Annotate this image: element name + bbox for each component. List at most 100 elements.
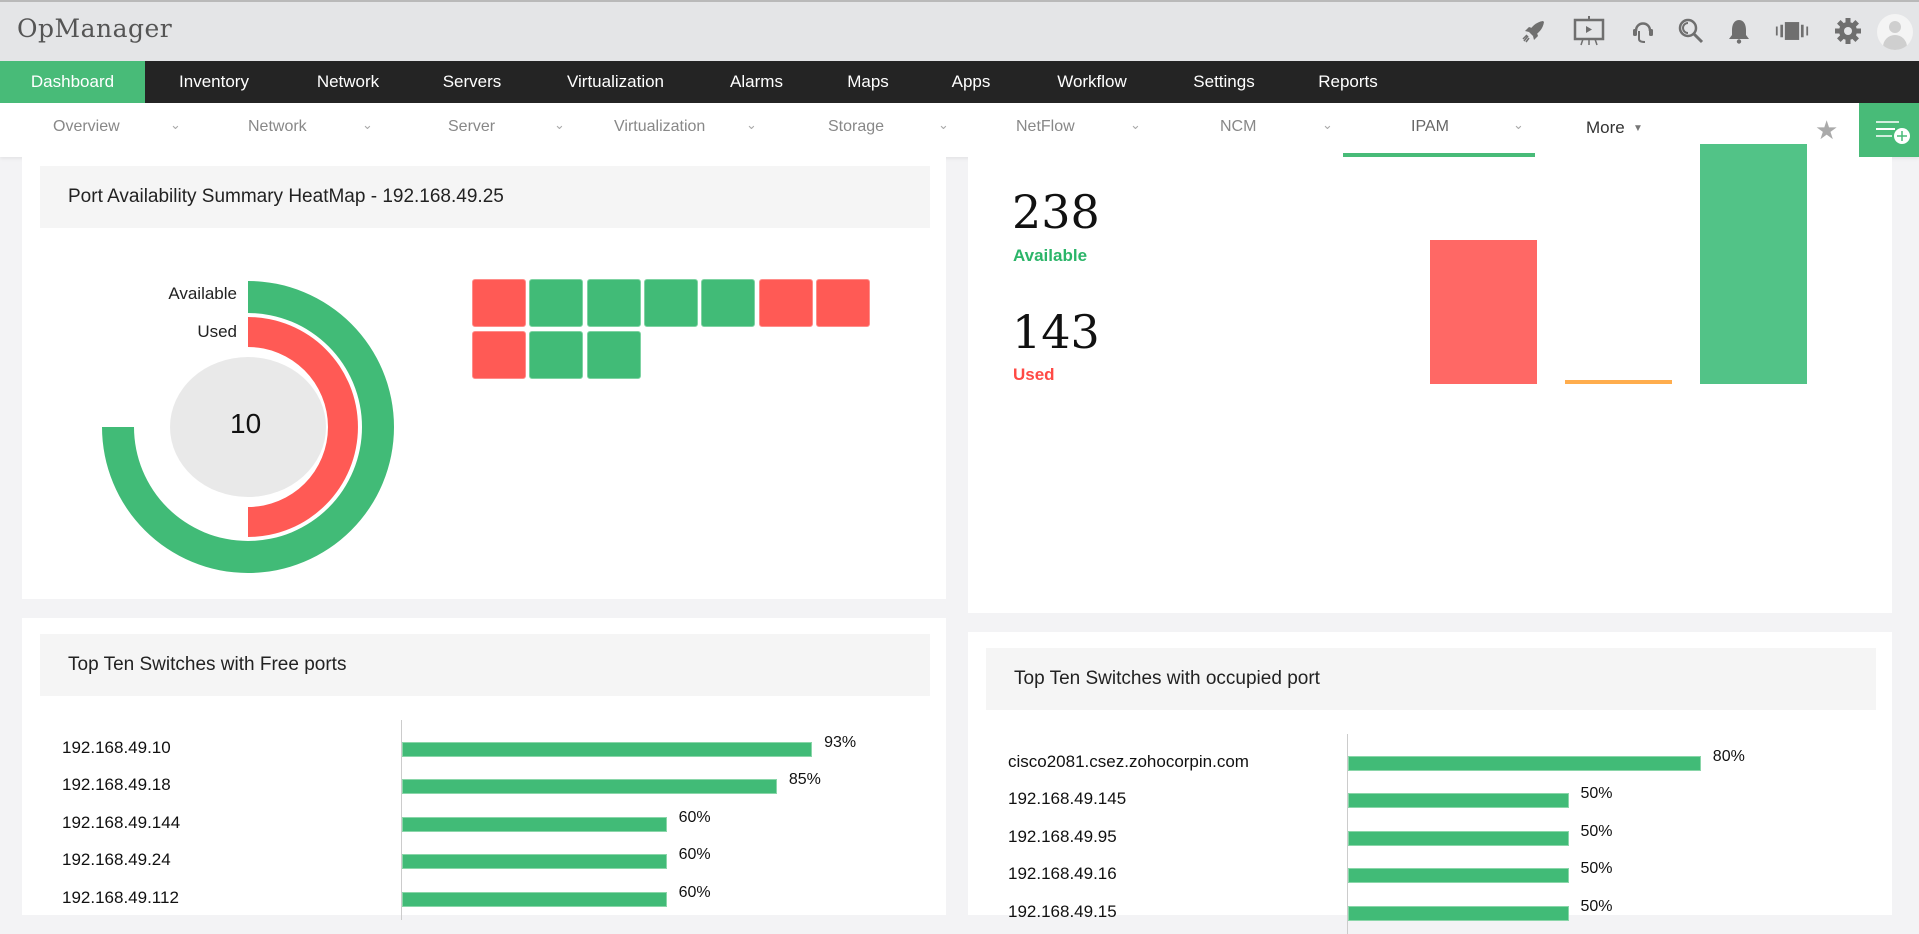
- main-nav-settings[interactable]: Settings: [1193, 72, 1255, 91]
- occupied-ports-panel: Top Ten Switches with occupied port cisc…: [968, 632, 1892, 934]
- heatmap-cell-used[interactable]: [758, 279, 813, 327]
- main-nav-alarms[interactable]: Alarms: [730, 72, 783, 91]
- tab-label: NetFlow: [1016, 118, 1075, 135]
- rocket-icon[interactable]: [1517, 14, 1551, 48]
- gauge-center-value: 10: [230, 408, 262, 439]
- main-nav-maps[interactable]: Maps: [847, 72, 889, 91]
- ip-bar-used[interactable]: [1430, 239, 1537, 384]
- row-label: 192.168.49.112: [62, 888, 179, 907]
- main-nav-virtualization[interactable]: Virtualization: [566, 72, 665, 91]
- bar[interactable]: [402, 779, 777, 794]
- row-label: 192.168.49.95: [1008, 827, 1117, 846]
- tab-ncm[interactable]: NCM ⌄: [1172, 103, 1364, 157]
- tab-label: Virtualization: [614, 118, 706, 135]
- main-nav-dashboard[interactable]: Dashboard: [0, 61, 145, 103]
- heatmap-cell-available[interactable]: [643, 279, 698, 327]
- value-label: 60%: [678, 809, 711, 826]
- vibrate-icon[interactable]: [1775, 14, 1809, 48]
- tab-label: Network: [248, 118, 307, 135]
- main-nav-servers[interactable]: Servers: [442, 72, 502, 91]
- tab-virtualization[interactable]: Virtualization ⌄: [596, 103, 788, 157]
- used-label: Used: [1013, 365, 1055, 384]
- bar[interactable]: [402, 854, 667, 869]
- presentation-icon[interactable]: [1572, 14, 1606, 48]
- gauge-center-disc: [170, 357, 326, 497]
- chevron-down-icon[interactable]: ⌄: [938, 117, 949, 132]
- bar[interactable]: [1348, 793, 1569, 808]
- chevron-down-icon[interactable]: ⌄: [170, 117, 181, 132]
- heatmap-cell-available[interactable]: [586, 279, 641, 327]
- value-label: 50%: [1580, 860, 1613, 877]
- used-count: 143: [1012, 305, 1100, 359]
- caret-down-icon[interactable]: ▼: [1633, 123, 1643, 134]
- tab-label: NCM: [1220, 118, 1257, 135]
- heatmap-cell-available[interactable]: [529, 279, 584, 327]
- ip-bar-available[interactable]: [1700, 144, 1807, 384]
- chevron-down-icon[interactable]: ⌄: [362, 117, 373, 132]
- main-nav-inventory[interactable]: Inventory: [179, 72, 249, 91]
- panel-title: Port Availability Summary HeatMap - 192.…: [68, 186, 504, 207]
- free-ports-panel: Top Ten Switches with Free ports 192.168…: [22, 618, 946, 920]
- heatmap-cell-available[interactable]: [529, 331, 584, 379]
- available-label: Available: [1013, 246, 1088, 265]
- row-label: 192.168.49.16: [1008, 864, 1117, 883]
- chart-axis: [401, 720, 402, 920]
- bell-icon[interactable]: [1722, 14, 1756, 48]
- search-icon[interactable]: [1674, 14, 1708, 48]
- port-gauge: [102, 281, 394, 573]
- more-menu[interactable]: More: [1586, 118, 1625, 137]
- value-label: 50%: [1580, 785, 1613, 802]
- chevron-down-icon[interactable]: ⌄: [746, 117, 757, 132]
- value-label: 60%: [678, 884, 711, 901]
- panel-title: Top Ten Switches with Free ports: [68, 654, 347, 675]
- avatar-head: [1889, 21, 1901, 33]
- row-label: 192.168.49.24: [62, 850, 171, 869]
- heatmap-cell-used[interactable]: [472, 279, 526, 327]
- top-header: OpManager: [0, 0, 1919, 61]
- value-label: 80%: [1712, 748, 1745, 765]
- sub-nav: Overview ⌄ Network ⌄ Server ⌄ Virtualiza…: [0, 103, 1919, 157]
- gauge-available-label: Available: [168, 284, 237, 303]
- bar[interactable]: [1348, 906, 1569, 921]
- avatar-icon[interactable]: [1877, 14, 1913, 50]
- bar[interactable]: [1348, 868, 1569, 883]
- ip-bar-reserved[interactable]: [1565, 380, 1672, 384]
- tab-server[interactable]: Server ⌄: [404, 103, 596, 157]
- add-widget-button[interactable]: [1859, 103, 1919, 157]
- main-nav-reports[interactable]: Reports: [1318, 72, 1378, 91]
- bar[interactable]: [402, 817, 667, 832]
- bar[interactable]: [402, 892, 667, 907]
- active-tab-indicator: [1343, 153, 1535, 157]
- tab-network[interactable]: Network ⌄: [212, 103, 404, 157]
- star-icon[interactable]: ★: [1815, 115, 1839, 145]
- tab-overview[interactable]: Overview ⌄: [20, 103, 212, 157]
- main-nav-apps[interactable]: Apps: [951, 72, 991, 91]
- row-label: cisco2081.csez.zohocorpin.com: [1008, 752, 1249, 771]
- panel-title: Top Ten Switches with occupied port: [1014, 668, 1320, 689]
- heatmap-cell-available[interactable]: [586, 331, 641, 379]
- tab-ipam[interactable]: IPAM ⌄: [1343, 103, 1535, 157]
- bar[interactable]: [1348, 756, 1701, 771]
- tab-storage[interactable]: Storage ⌄: [788, 103, 980, 157]
- headset-icon[interactable]: [1626, 14, 1660, 48]
- app-title: OpManager: [17, 14, 173, 43]
- gear-icon[interactable]: [1831, 14, 1865, 48]
- row-label: 192.168.49.145: [1008, 789, 1127, 808]
- chevron-down-icon[interactable]: ⌄: [1513, 117, 1524, 132]
- heatmap-cell-used[interactable]: [472, 331, 526, 379]
- heatmap-cell-available[interactable]: [701, 279, 756, 327]
- tab-label: Server: [448, 118, 496, 135]
- main-nav-workflow[interactable]: Workflow: [1057, 72, 1127, 91]
- chevron-down-icon[interactable]: ⌄: [1322, 117, 1333, 132]
- chevron-down-icon[interactable]: ⌄: [554, 117, 565, 132]
- value-label: 50%: [1580, 898, 1613, 915]
- chevron-down-icon[interactable]: ⌄: [1130, 117, 1141, 132]
- heatmap-cell-used[interactable]: [815, 279, 870, 327]
- tab-netflow[interactable]: NetFlow ⌄: [980, 103, 1172, 157]
- main-nav-network[interactable]: Network: [316, 72, 380, 91]
- heatmap-panel: Port Availability Summary HeatMap - 192.…: [22, 157, 946, 599]
- bar[interactable]: [1348, 831, 1569, 846]
- avatar-body: [1883, 35, 1907, 50]
- bar[interactable]: [402, 742, 813, 757]
- row-label: 192.168.49.18: [62, 775, 171, 794]
